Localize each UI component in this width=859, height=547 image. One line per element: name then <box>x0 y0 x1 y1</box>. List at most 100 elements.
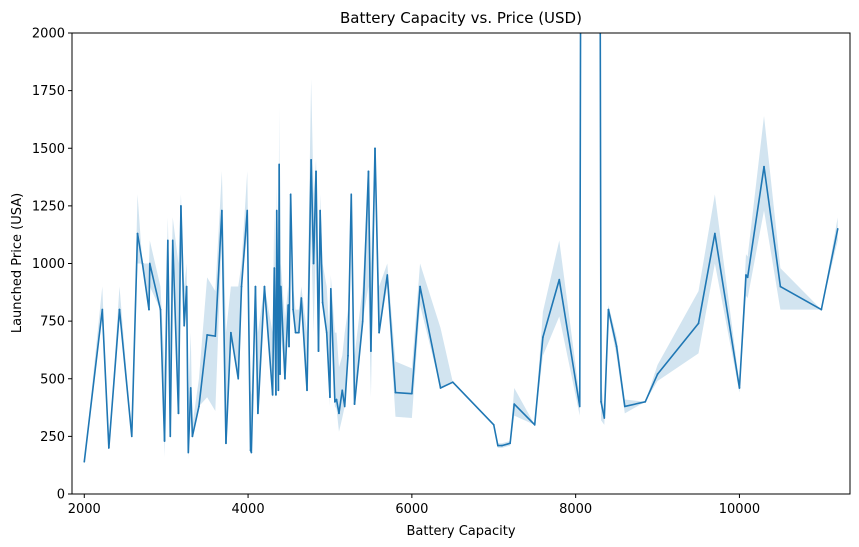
line-segment <box>108 308 121 449</box>
x-tick-label: 10000 <box>719 502 760 517</box>
data-point <box>697 322 700 325</box>
y-tick-label: 500 <box>40 372 65 387</box>
data-point <box>325 331 328 334</box>
data-point <box>221 209 223 212</box>
line-segment <box>214 209 223 337</box>
data-point <box>378 331 380 334</box>
data-point <box>169 435 172 438</box>
confidence-band-layer <box>84 33 838 462</box>
line-segment <box>513 403 536 426</box>
line-segment <box>167 239 172 438</box>
line-segment <box>101 308 110 449</box>
data-point <box>319 209 321 212</box>
line-segment <box>177 205 182 415</box>
line-segment <box>250 285 257 454</box>
line-segment <box>280 285 286 380</box>
line-segment <box>321 301 328 334</box>
y-tick-label: 2000 <box>32 27 65 42</box>
line-segment <box>83 308 104 463</box>
line-segment <box>329 288 336 403</box>
line-segment <box>130 232 139 438</box>
data-point <box>533 424 536 426</box>
line-segment <box>230 331 240 380</box>
line-segment <box>246 209 252 452</box>
data-point <box>306 389 308 392</box>
x-tick-label: 6000 <box>395 502 428 517</box>
line-segment <box>509 403 516 445</box>
line-segment <box>136 232 144 265</box>
line-segment <box>254 285 259 415</box>
data-point <box>623 405 626 408</box>
data-point <box>329 288 332 290</box>
data-point <box>118 308 121 311</box>
line-segment <box>452 381 495 426</box>
y-tick-label: 750 <box>40 315 65 330</box>
line-segment <box>148 262 151 311</box>
data-point <box>370 350 372 352</box>
data-point <box>350 193 353 196</box>
data-point <box>497 444 499 447</box>
data-point <box>394 391 397 394</box>
line-segment <box>185 285 190 454</box>
data-point <box>225 442 227 445</box>
line-segment <box>338 389 344 415</box>
data-point <box>386 274 389 276</box>
y-tick-label: 1500 <box>32 142 65 157</box>
data-point <box>763 165 765 168</box>
y-tick-label: 0 <box>57 488 65 503</box>
data-point <box>183 324 185 327</box>
data-point <box>148 308 150 311</box>
line-segment <box>367 170 372 352</box>
line-segment <box>763 165 782 288</box>
data-point <box>249 449 252 452</box>
line-segment <box>289 193 294 311</box>
line-segment <box>118 308 133 438</box>
line-segment <box>189 387 194 438</box>
data-point <box>321 301 324 304</box>
line-segment <box>623 400 647 408</box>
data-point <box>836 228 839 230</box>
data-point <box>278 163 280 166</box>
line-segment <box>319 209 324 304</box>
data-point <box>779 285 782 288</box>
x-axis: 2000 4000 6000 8000 10000 <box>68 494 760 517</box>
data-point <box>599 9 601 11</box>
data-point <box>644 401 647 403</box>
data-point <box>312 262 315 265</box>
data-point <box>214 335 217 337</box>
data-point <box>273 267 276 269</box>
data-point <box>141 262 144 265</box>
data-point <box>108 447 110 449</box>
line-segment <box>225 331 232 445</box>
data-point <box>130 435 133 438</box>
line-segment <box>288 193 292 348</box>
line-segment <box>386 274 397 394</box>
data-point <box>180 205 182 207</box>
line-segment <box>599 33 602 403</box>
data-point <box>317 350 320 352</box>
line-segment <box>714 232 741 389</box>
data-point <box>714 232 716 235</box>
data-point <box>237 377 240 380</box>
data-point <box>300 297 303 299</box>
line-segment <box>292 308 297 334</box>
data-point <box>341 389 344 392</box>
data-point <box>189 387 192 389</box>
data-point <box>294 331 297 334</box>
line-segment <box>603 308 610 419</box>
data-point <box>250 451 253 454</box>
data-point <box>509 442 511 445</box>
line-segment <box>263 285 274 396</box>
data-point <box>240 285 243 288</box>
line-segment <box>300 297 308 392</box>
line-segment <box>169 239 174 438</box>
line-segment <box>558 278 581 408</box>
data-point <box>292 308 294 311</box>
line-segment <box>419 285 442 389</box>
line-segment <box>411 285 421 395</box>
y-tick-label: 250 <box>40 430 65 445</box>
line-segment <box>374 147 380 334</box>
data-point <box>287 304 290 306</box>
